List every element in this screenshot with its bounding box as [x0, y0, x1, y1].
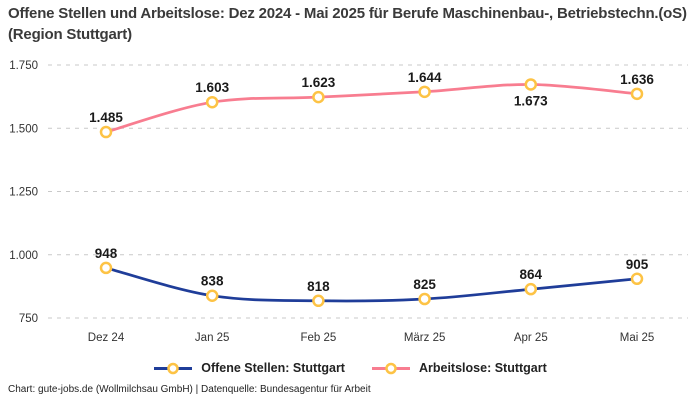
legend-swatch-line-icon — [154, 362, 193, 374]
data-point-marker[interactable] — [205, 289, 219, 302]
chart-legend: Offene Stellen: Stuttgart Arbeitslose: S… — [0, 361, 700, 375]
x-tick-label-5: Apr 25 — [514, 332, 548, 344]
x-tick-label-1: Dez 24 — [88, 332, 125, 344]
data-value-label: 838 — [201, 274, 224, 289]
data-value-label: 1.644 — [408, 70, 442, 85]
data-point-marker[interactable] — [205, 95, 219, 109]
axis-tick-labels-layer: 1.750 1.500 1.250 1.000 750 Dez 24 Jan 25 Feb 2… — [9, 60, 654, 344]
data-point-marker[interactable] — [99, 125, 113, 139]
chart-title: Offene Stellen und Arbeitslose: Dez 2024… — [8, 5, 687, 43]
data-value-labels-layer: 948 838 818 825 864 905 1.485 1.603 1.623 1.644 1.… — [89, 70, 654, 294]
data-point-marker[interactable] — [99, 261, 113, 275]
y-tick-label: 1.500 — [9, 123, 38, 135]
series-line-arbeitslose — [104, 83, 639, 134]
data-point-marker[interactable] — [312, 294, 325, 308]
y-tick-label: 1.750 — [9, 60, 38, 72]
legend-swatch-line-icon — [371, 362, 410, 374]
y-tick-label: 1.250 — [9, 187, 38, 199]
series-lines-layer — [104, 83, 639, 303]
data-point-marker[interactable] — [312, 90, 325, 104]
data-value-label: 948 — [95, 246, 118, 261]
legend-item-offene-stellen[interactable]: Offene Stellen: Stuttgart — [153, 361, 345, 375]
x-tick-label-6: Mai 25 — [620, 332, 655, 344]
data-value-label: 905 — [626, 257, 649, 272]
gridlines-layer — [48, 64, 688, 319]
legend-item-arbeitslose[interactable]: Arbeitslose: Stuttgart — [371, 361, 547, 375]
data-point-marker[interactable] — [418, 85, 431, 99]
y-tick-label: 1.000 — [9, 250, 38, 262]
x-tick-label-4: März 25 — [404, 332, 446, 344]
legend-label-arbeitslose: Arbeitslose: Stuttgart — [418, 361, 547, 375]
chart-source-footer: Chart: gute-jobs.de (Wollmilchsau GmbH) … — [8, 384, 371, 395]
data-point-marker[interactable] — [524, 78, 538, 91]
legend-label-offene-stellen: Offene Stellen: Stuttgart — [201, 361, 345, 375]
data-point-marker[interactable] — [630, 272, 644, 286]
data-point-marker[interactable] — [630, 87, 644, 101]
data-value-label: 1.485 — [89, 110, 123, 125]
data-value-label: 1.603 — [195, 80, 229, 95]
data-point-marker[interactable] — [418, 292, 431, 306]
data-point-marker[interactable] — [524, 282, 538, 296]
data-value-label: 1.623 — [302, 75, 336, 90]
data-value-label: 1.673 — [514, 93, 548, 108]
data-value-label: 818 — [307, 279, 330, 294]
data-value-label: 825 — [413, 277, 436, 292]
data-point-markers-layer[interactable] — [99, 78, 644, 308]
x-tick-label-3: Feb 25 — [300, 332, 336, 344]
data-value-label: 864 — [520, 267, 543, 282]
x-tick-label-2: Jan 25 — [195, 332, 230, 344]
y-tick-label: 750 — [19, 313, 38, 325]
data-value-label: 1.636 — [620, 72, 654, 87]
series-line-offene-stellen — [104, 266, 639, 303]
